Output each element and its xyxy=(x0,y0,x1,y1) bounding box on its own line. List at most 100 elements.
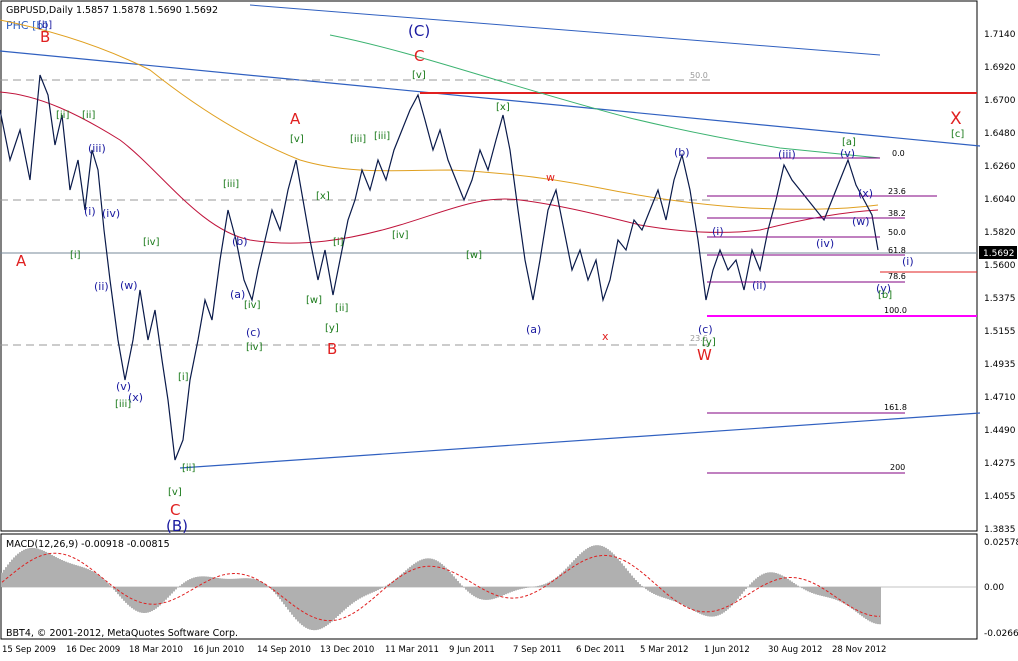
time-tick: 7 Sep 2011 xyxy=(513,645,561,655)
ma-green xyxy=(329,34,881,159)
wave-label-red: W xyxy=(697,346,712,364)
fib-label: 161.8 xyxy=(884,403,907,412)
time-tick: 15 Sep 2009 xyxy=(2,645,56,655)
wave-label-blue: (b) xyxy=(232,235,248,248)
wave-label-green: [ii] xyxy=(56,110,69,121)
wave-label-blue: (B) xyxy=(166,517,188,535)
grey-level-label: 50.0 xyxy=(690,71,708,80)
price-tick: 1.4935 xyxy=(984,360,1016,370)
price-tick: 1.5820 xyxy=(984,228,1016,238)
price-tick: 1.4055 xyxy=(984,492,1016,502)
ma-red xyxy=(0,91,879,244)
price-tick: 1.6260 xyxy=(984,162,1016,172)
price-line xyxy=(0,74,879,461)
current-price-badge xyxy=(979,246,1017,259)
main-chart-frame xyxy=(0,0,978,532)
wave-label-blue: (c) xyxy=(698,323,713,336)
wave-label-blue: (v) xyxy=(116,380,131,393)
price-tick: 1.7140 xyxy=(984,30,1016,40)
wave-label-red: A xyxy=(290,110,301,128)
price-tick: 1.4490 xyxy=(984,426,1016,436)
price-tick: 1.4275 xyxy=(984,459,1016,469)
wave-label-green: [i] xyxy=(70,250,81,261)
wave-label-blue: (iv) xyxy=(816,237,834,250)
wave-label-red: A xyxy=(16,252,27,270)
wave-label-blue: (b) xyxy=(674,146,690,159)
wave-label-blue: (i) xyxy=(902,255,914,268)
price-tick: 1.4710 xyxy=(984,393,1016,403)
wave-label-red: C xyxy=(170,501,180,519)
wave-label-green: [iii] xyxy=(223,179,239,190)
wave-label-blue: (iv) xyxy=(102,207,120,220)
price-tick: 1.6040 xyxy=(984,195,1016,205)
price-axis: 1.7140 1.6920 1.6700 1.6480 1.6260 1.604… xyxy=(984,30,1016,535)
wave-label-green: [iv] xyxy=(392,230,409,241)
wave-label-red: X xyxy=(950,109,962,129)
grey-level-label: 23.6 xyxy=(690,334,708,343)
time-tick: 16 Jun 2010 xyxy=(193,645,244,655)
wave-label-green: [x] xyxy=(316,191,330,202)
wave-label-blue: (v) xyxy=(840,147,855,160)
wave-label-blue: (w) xyxy=(852,215,870,228)
wave-label-red: C xyxy=(414,47,424,65)
wave-label-green: [w] xyxy=(466,250,482,261)
time-tick: 1 Jun 2012 xyxy=(704,645,750,655)
wave-label-blue: (y) xyxy=(876,282,891,295)
wave-label-red: x xyxy=(602,330,609,343)
price-tick: 1.5155 xyxy=(984,327,1016,337)
wave-label-blue: (x) xyxy=(128,391,143,404)
wave-label-green: [ii] xyxy=(82,110,95,121)
wave-label-blue: (ii) xyxy=(752,279,767,292)
ma-orange xyxy=(0,19,879,210)
wave-label-blue: (c) xyxy=(246,326,261,339)
fib-label: 23.6 xyxy=(888,187,906,196)
wave-label-blue: (w) xyxy=(120,279,138,292)
time-tick: 11 Mar 2011 xyxy=(385,645,439,655)
price-tick: 1.3835 xyxy=(984,525,1016,535)
wave-label-blue: (i) xyxy=(84,205,96,218)
time-tick: 28 Nov 2012 xyxy=(832,645,886,655)
wave-label-blue: (iii) xyxy=(88,142,106,155)
symbol-header: GBPUSD,Daily 1.5857 1.5878 1.5690 1.5692 xyxy=(6,5,218,16)
wave-label-green: [v] xyxy=(168,487,182,498)
macd-histogram xyxy=(1,545,881,631)
wave-label-green: [y] xyxy=(702,337,716,348)
price-tick: 1.5375 xyxy=(984,294,1016,304)
macd-tick: 0.02578 xyxy=(984,538,1018,548)
wave-label-green: [iv] xyxy=(246,342,263,353)
fib-label: 50.0 xyxy=(888,228,906,237)
wave-label-green: [c] xyxy=(951,129,964,140)
wave-label-green: [y] xyxy=(325,323,339,334)
wave-label-red: B xyxy=(40,28,50,46)
wave-label-blue: (C) xyxy=(408,22,430,40)
wave-label-blue: (i) xyxy=(712,225,724,238)
fib-label: 61.8 xyxy=(888,246,906,255)
wave-label-blue: (a) xyxy=(230,288,245,301)
wave-label-blue: (x) xyxy=(858,187,873,200)
time-tick: 5 Mar 2012 xyxy=(640,645,688,655)
macd-tick: -0.02662 xyxy=(984,629,1018,639)
wave-label-green: [b] xyxy=(38,20,52,31)
copyright: BBT4, © 2001-2012, MetaQuotes Software C… xyxy=(6,628,238,639)
wave-label-green: [v] xyxy=(412,70,426,81)
wave-label-green: [iv] xyxy=(143,237,160,248)
fib-label: 0.0 xyxy=(892,149,905,158)
fib-label: 78.6 xyxy=(888,272,906,281)
wave-label-blue: (a) xyxy=(526,323,541,336)
wave-label-green: [iii] xyxy=(115,399,131,410)
fib-label: 38.2 xyxy=(888,209,906,218)
wave-label-green: [i] xyxy=(178,372,189,383)
price-tick: 1.5600 xyxy=(984,261,1016,271)
time-tick: 18 Mar 2010 xyxy=(129,645,183,655)
wave-label-green: [ii] xyxy=(182,463,195,474)
channel-line-upper xyxy=(0,50,981,147)
wave-label-green: [iv] xyxy=(244,300,261,311)
time-tick: 13 Dec 2010 xyxy=(320,645,374,655)
time-axis: 15 Sep 2009 16 Dec 2009 18 Mar 2010 16 J… xyxy=(2,645,886,655)
wave-label-blue: (iii) xyxy=(778,148,796,161)
time-tick: 9 Jun 2011 xyxy=(449,645,495,655)
wave-label-green: [v] xyxy=(290,134,304,145)
macd-label: MACD(12,26,9) -0.00918 -0.00815 xyxy=(6,539,170,550)
